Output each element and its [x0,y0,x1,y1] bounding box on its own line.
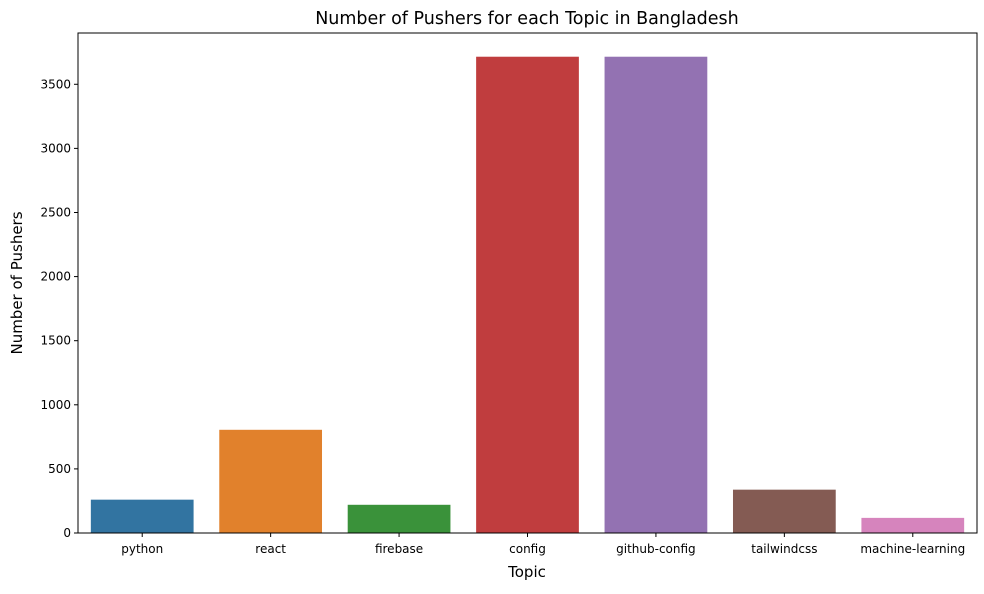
bar-machine-learning [861,517,965,533]
x-tick-label-config: config [509,542,546,556]
bar-tailwindcss [732,489,836,533]
x-tick-label-react: react [255,542,286,556]
y-tick-label-1500: 1500 [40,334,71,348]
y-tick-label-0: 0 [63,526,71,540]
bar-github-config [604,56,708,533]
y-axis-title: Number of Pushers [8,211,26,354]
bar-firebase [347,504,451,533]
y-tick-label-2000: 2000 [40,270,71,284]
y-tick-label-3500: 3500 [40,77,71,91]
chart-title: Number of Pushers for each Topic in Bang… [315,9,739,29]
x-tick-label-tailwindcss: tailwindcss [751,542,817,556]
bar-config [476,56,579,533]
x-axis-title: Topic [507,563,546,581]
y-tick-label-3000: 3000 [40,141,71,155]
x-tick-label-firebase: firebase [375,542,423,556]
x-tick-label-github-config: github-config [616,542,696,556]
x-tick-label-machine-learning: machine-learning [860,542,965,556]
y-tick-label-1000: 1000 [40,398,71,412]
plot-area: 0 500 1000 1500 2000 2500 3000 3500 python react f… [40,32,978,556]
bar-react [219,429,323,533]
bar-python [90,499,194,533]
y-tick-label-500: 500 [48,462,71,476]
x-tick-label-python: python [121,542,163,556]
y-tick-label-2500: 2500 [40,205,71,219]
